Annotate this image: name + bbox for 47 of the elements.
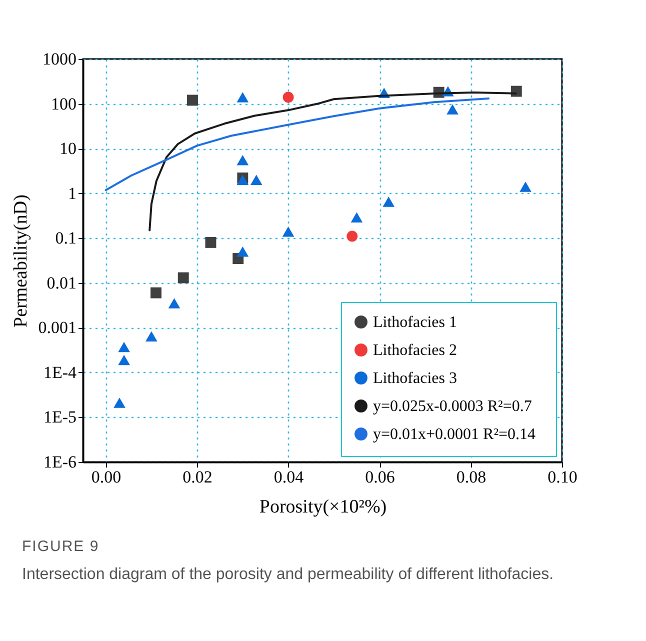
text: Intersection diagram of the porosity and permeability of different lithofacies.: [22, 565, 555, 585]
y-tick-label: 0.1: [55, 228, 76, 248]
x-tick-label: 0.06: [365, 468, 395, 486]
legend-label: y=0.01x+0.0001 R²=0.14: [373, 426, 536, 443]
point: [146, 331, 158, 342]
point: [118, 342, 130, 352]
legend-label: Lithofacies 1: [373, 314, 457, 331]
point: [350, 212, 363, 223]
y-tick-label: 0.001: [38, 318, 76, 338]
y-axis-title: Permeability(nD): [10, 194, 32, 328]
legend-label: Lithofacies 2: [373, 342, 457, 359]
point: [178, 272, 189, 284]
x-tick-label: 0.00: [91, 468, 122, 486]
point: [236, 92, 249, 102]
point: [282, 92, 294, 103]
point: [114, 398, 126, 408]
legend-label: y=0.025x-0.0003 R²=0.7: [373, 398, 532, 415]
point: [168, 298, 180, 308]
y-tick-label: 1: [68, 184, 76, 203]
y-tick-label: 100: [51, 94, 76, 114]
y-tick-label: 1000: [42, 50, 76, 68]
point: [236, 155, 249, 166]
point: [346, 230, 358, 242]
line-series: [104, 98, 490, 192]
point: [250, 174, 262, 185]
point: [510, 86, 522, 97]
caption: FIGURE 9: [22, 537, 100, 557]
point: [118, 354, 130, 366]
point: [382, 196, 395, 207]
point: [236, 246, 249, 257]
point: [282, 226, 294, 237]
y-tick-label: 10: [60, 139, 76, 158]
legend-label: Lithofacies 3: [373, 370, 457, 387]
point: [187, 94, 198, 106]
point: [520, 182, 532, 192]
point: [205, 236, 216, 248]
x-tick-label: 0.10: [548, 468, 578, 486]
x-tick-label: 0.08: [456, 468, 486, 486]
point: [150, 287, 162, 298]
y-tick-label: 0.01: [46, 273, 76, 292]
point: [446, 104, 458, 114]
x-axis-title: Porosity(×10²%): [259, 496, 387, 518]
y-tick-label: 1E-5: [43, 408, 76, 427]
x-tick-label: 0.02: [182, 468, 212, 486]
y-tick-label: 1E-6: [43, 452, 76, 472]
x-tick-label: 0.04: [274, 468, 304, 486]
y-tick-label: 1E-4: [43, 362, 77, 382]
